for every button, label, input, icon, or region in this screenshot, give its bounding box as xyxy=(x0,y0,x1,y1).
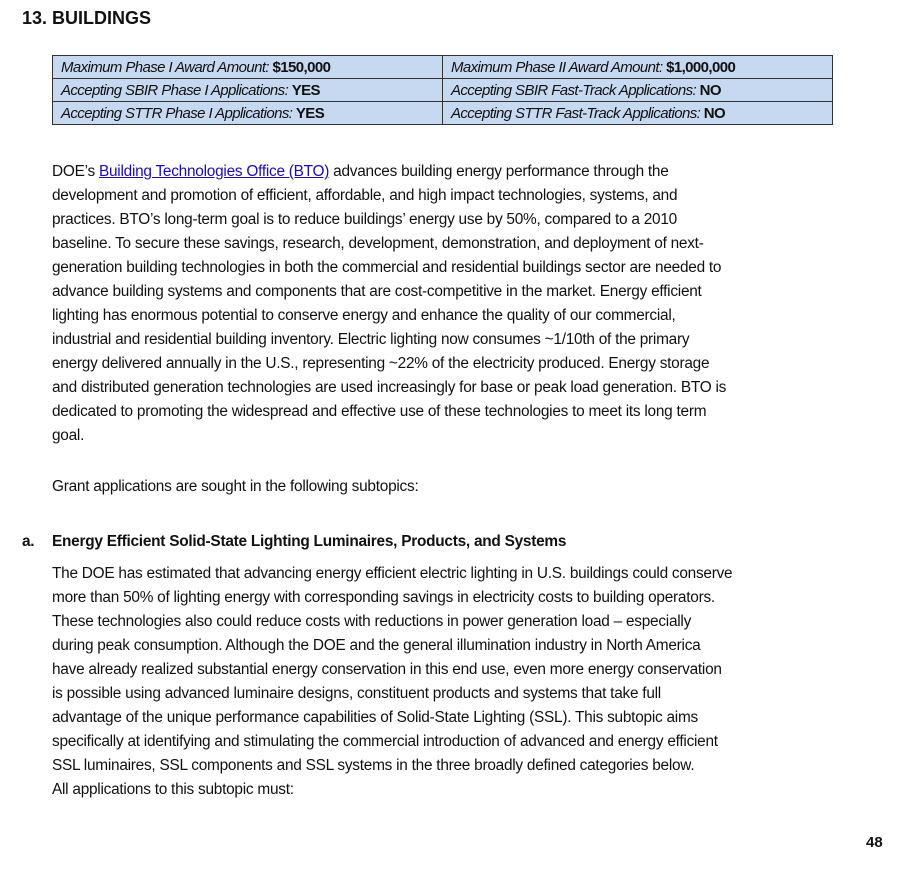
text-line: have already realized substantial energy… xyxy=(52,661,722,678)
text-line: specifically at identifying and stimulat… xyxy=(52,733,718,750)
text-line: lighting has enormous potential to conse… xyxy=(52,307,676,324)
text-line: baseline. To secure these savings, resea… xyxy=(52,235,704,252)
table-cell: Accepting STTR Fast-Track Applications: … xyxy=(442,101,833,125)
text-line: industrial and residential building inve… xyxy=(52,331,690,348)
text-line: advantage of the unique performance capa… xyxy=(52,709,698,726)
grant-text: Grant applications are sought in the fol… xyxy=(52,478,419,495)
text-line: advance building systems and components … xyxy=(52,283,702,300)
text-line: energy delivered annually in the U.S., r… xyxy=(52,355,710,372)
text-line: during peak consumption. Although the DO… xyxy=(52,637,701,654)
section-title: 13. BUILDINGS xyxy=(22,8,152,28)
subtopic-heading: a. Energy Efficient Solid-State Lighting … xyxy=(22,533,566,551)
text-line: All applications to this subtopic must: xyxy=(52,781,294,798)
subtopic-label: a. xyxy=(22,533,35,550)
subtopic-paragraph: The DOE has estimated that advancing ene… xyxy=(52,562,733,802)
text-line: development and promotion of efficient, … xyxy=(52,187,678,204)
table-cell: Maximum Phase II Award Amount: $1,000,00… xyxy=(442,55,833,79)
text-line: The DOE has estimated that advancing ene… xyxy=(52,565,733,582)
text-line: DOE’s Building Technologies Office (BTO)… xyxy=(52,163,669,180)
award-info-table: Maximum Phase I Award Amount: $150,000 M… xyxy=(52,55,833,125)
intro-paragraph: DOE’s Building Technologies Office (BTO)… xyxy=(52,160,726,448)
table-row: Accepting SBIR Phase I Applications: YES… xyxy=(52,78,833,102)
text-line: SSL luminaires, SSL components and SSL s… xyxy=(52,757,695,774)
table-cell: Accepting SBIR Phase I Applications: YES xyxy=(52,78,443,102)
page-number: 48 xyxy=(866,834,883,851)
text-line: These technologies also could reduce cos… xyxy=(52,613,692,630)
text-line: generation building technologies in both… xyxy=(52,259,722,276)
table-cell: Maximum Phase I Award Amount: $150,000 xyxy=(52,55,443,79)
text-line: more than 50% of lighting energy with co… xyxy=(52,589,715,606)
text-line: is possible using advanced luminaire des… xyxy=(52,685,661,702)
table-cell: Accepting STTR Phase I Applications: YES xyxy=(52,101,443,125)
text-line: practices. BTO’s long-term goal is to re… xyxy=(52,211,677,228)
table-row: Accepting STTR Phase I Applications: YES… xyxy=(52,101,833,125)
text-line: goal. xyxy=(52,427,85,444)
text-line: dedicated to promoting the widespread an… xyxy=(52,403,707,420)
table-row: Maximum Phase I Award Amount: $150,000 M… xyxy=(52,55,833,79)
bto-link[interactable]: Building Technologies Office (BTO) xyxy=(98,163,330,180)
table-cell: Accepting SBIR Fast-Track Applications: … xyxy=(442,78,833,102)
subtopic-title: Energy Efficient Solid-State Lighting Lu… xyxy=(52,533,567,550)
text-line: and distributed generation technologies … xyxy=(52,379,727,396)
